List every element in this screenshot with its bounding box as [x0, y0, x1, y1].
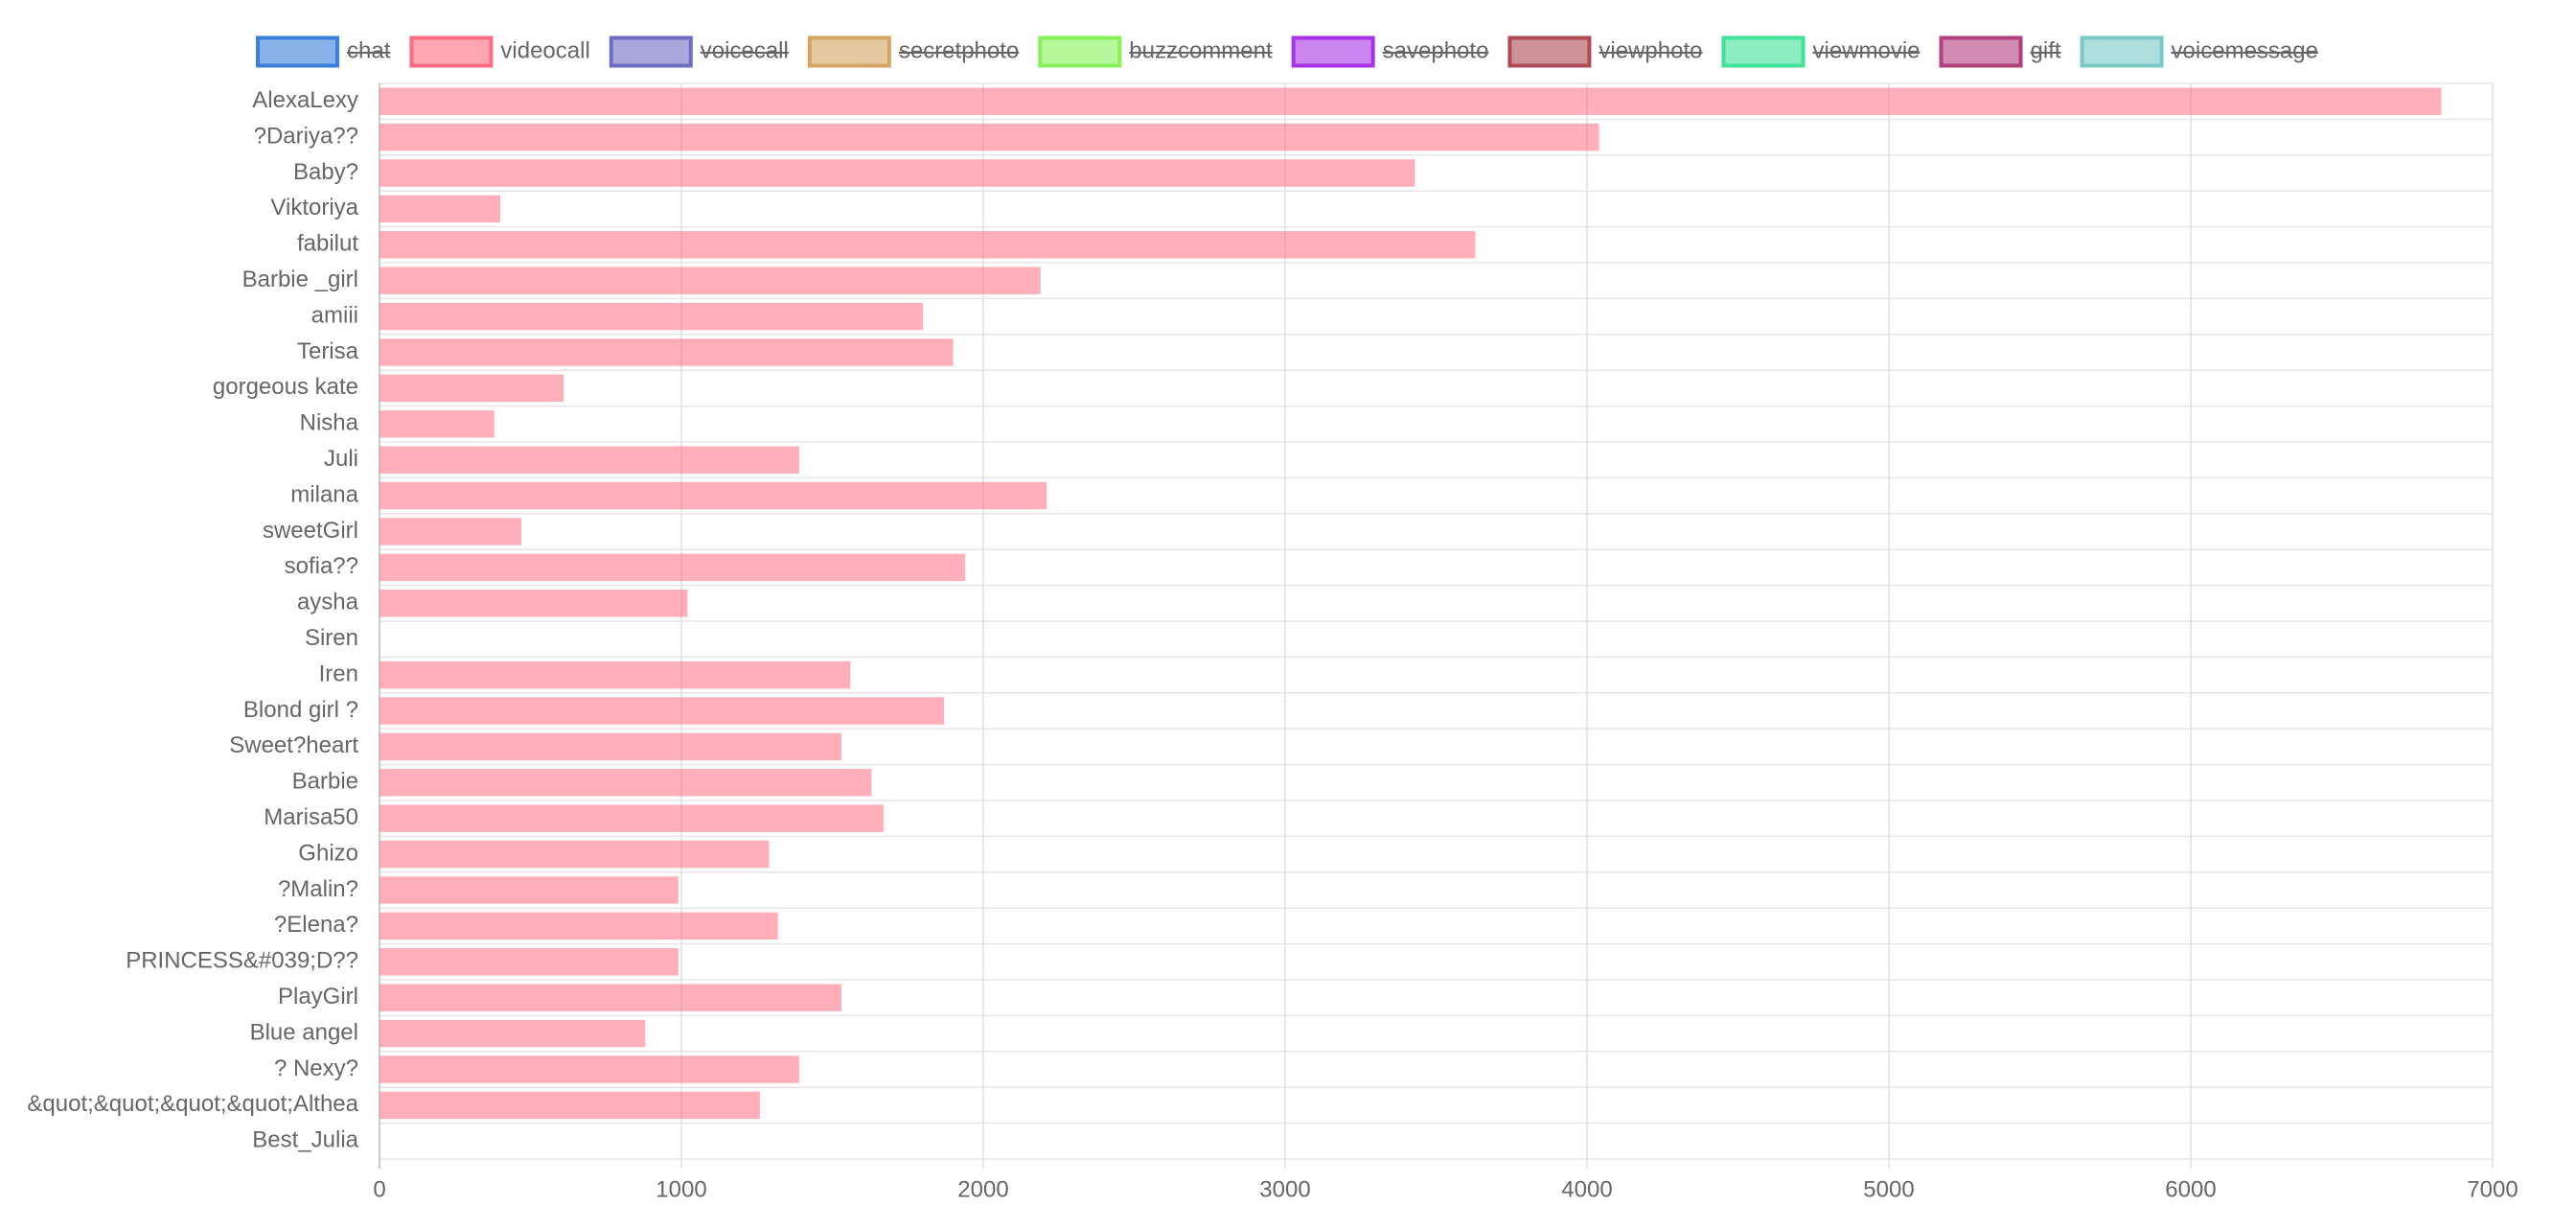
y-tick-label: Barbie _girl [242, 267, 358, 292]
y-tick-label: ?Elena? [274, 912, 358, 938]
x-tick-label: 7000 [2467, 1176, 2518, 1202]
legend-swatch [609, 35, 693, 68]
y-tick-label: Blue angel [250, 1019, 358, 1045]
bar [380, 1019, 646, 1048]
y-tick-label: milana [290, 481, 358, 507]
bar [380, 984, 841, 1011]
y-tick-label: Nisha [300, 410, 359, 436]
y-tick-label: aysha [297, 590, 359, 615]
legend-item[interactable]: viewmovie [1721, 35, 1920, 68]
legend-label: viewphoto [1598, 37, 1702, 63]
x-tick-label: 3000 [1259, 1176, 1310, 1202]
legend-label: gift [2031, 37, 2061, 63]
y-tick-label: Viktoriya [270, 195, 358, 220]
y-tick-label: Best_Julia [252, 1127, 358, 1153]
y-tick-label: gorgeous kate [213, 374, 358, 400]
bar [380, 912, 778, 940]
bar [380, 840, 770, 869]
y-tick-label: PlayGirl [278, 984, 358, 1009]
bar [380, 876, 678, 904]
y-tick-label: Baby? [293, 159, 358, 185]
legend-item[interactable]: buzzcomment [1038, 35, 1273, 68]
legend-swatch [807, 35, 891, 68]
legend-label: savephoto [1383, 37, 1489, 63]
legend-item[interactable]: videocall [409, 35, 590, 68]
y-tick-label: PRINCESS&#039;D?? [126, 948, 358, 974]
x-tick-label: 6000 [2165, 1176, 2216, 1202]
bar [380, 804, 885, 832]
legend-item[interactable]: gift [1939, 35, 2061, 68]
y-tick-label: amiii [311, 302, 358, 328]
bar [380, 553, 966, 582]
y-tick-label: Ghizo [298, 840, 358, 866]
legend-label: voicemessage [2172, 37, 2318, 63]
y-tick-label: Juli [324, 446, 358, 472]
bar [380, 769, 872, 797]
bar [380, 302, 923, 331]
bar [380, 590, 688, 617]
legend-swatch [409, 35, 494, 68]
legend-swatch [1507, 35, 1592, 68]
legend-swatch [2080, 35, 2164, 68]
legend-swatch [1291, 35, 1375, 68]
x-tick-label: 2000 [957, 1176, 1008, 1202]
legend-item[interactable]: savephoto [1291, 35, 1489, 68]
y-tick-label: ?Dariya?? [254, 123, 358, 149]
bar [380, 123, 1599, 151]
bar [380, 87, 2442, 115]
legend-swatch [256, 35, 340, 68]
bar [380, 732, 841, 761]
bar [380, 195, 500, 223]
legend-label: chat [347, 37, 391, 63]
legend-item[interactable]: secretphoto [807, 35, 1020, 68]
y-tick-label: Marisa50 [264, 804, 358, 830]
y-tick-label: Blond girl ? [243, 697, 358, 723]
bar [380, 374, 564, 403]
legend-label: viewmovie [1813, 37, 1920, 63]
legend-label: buzzcomment [1129, 37, 1273, 63]
legend-item[interactable]: viewphoto [1507, 35, 1703, 68]
bar [380, 948, 678, 976]
bar [380, 481, 1047, 510]
y-tick-label: AlexaLexy [252, 87, 358, 113]
y-tick-label: sofia?? [285, 553, 358, 579]
x-tick-label: 0 [373, 1176, 385, 1202]
x-tick-label: 4000 [1561, 1176, 1612, 1202]
bar [380, 231, 1476, 259]
bar [380, 410, 494, 438]
bar [380, 267, 1041, 294]
bar [380, 518, 522, 545]
bar [380, 338, 954, 366]
bar [380, 159, 1415, 187]
bar [380, 1091, 760, 1120]
y-tick-label: Siren [305, 625, 358, 651]
bar [380, 1055, 799, 1083]
legend-swatch [1721, 35, 1806, 68]
y-tick-label: Iren [319, 661, 358, 686]
legend-label: secretphoto [899, 37, 1019, 63]
y-tick-label: fabilut [297, 231, 358, 257]
legend-item[interactable]: voicecall [609, 35, 789, 68]
y-tick-label: &quot;&quot;&quot;&quot;Althea [27, 1091, 358, 1117]
y-tick-label: sweetGirl [263, 518, 358, 544]
x-tick-label: 5000 [1863, 1176, 1914, 1202]
legend-swatch [1939, 35, 2023, 68]
legend-label: videocall [500, 37, 589, 63]
y-tick-label: Sweet?heart [229, 732, 358, 758]
legend-swatch [1038, 35, 1122, 68]
y-tick-label: ? Nexy? [274, 1055, 358, 1081]
bar [380, 446, 799, 474]
y-tick-label: ?Malin? [278, 876, 358, 902]
y-tick-label: Terisa [297, 338, 359, 364]
legend-label: voicecall [701, 37, 789, 63]
x-tick-label: 1000 [656, 1176, 706, 1202]
bar [380, 697, 945, 725]
legend-item[interactable]: voicemessage [2080, 35, 2318, 68]
y-tick-label: Barbie [292, 769, 358, 795]
bar [380, 661, 851, 689]
legend-item[interactable]: chat [256, 35, 391, 68]
